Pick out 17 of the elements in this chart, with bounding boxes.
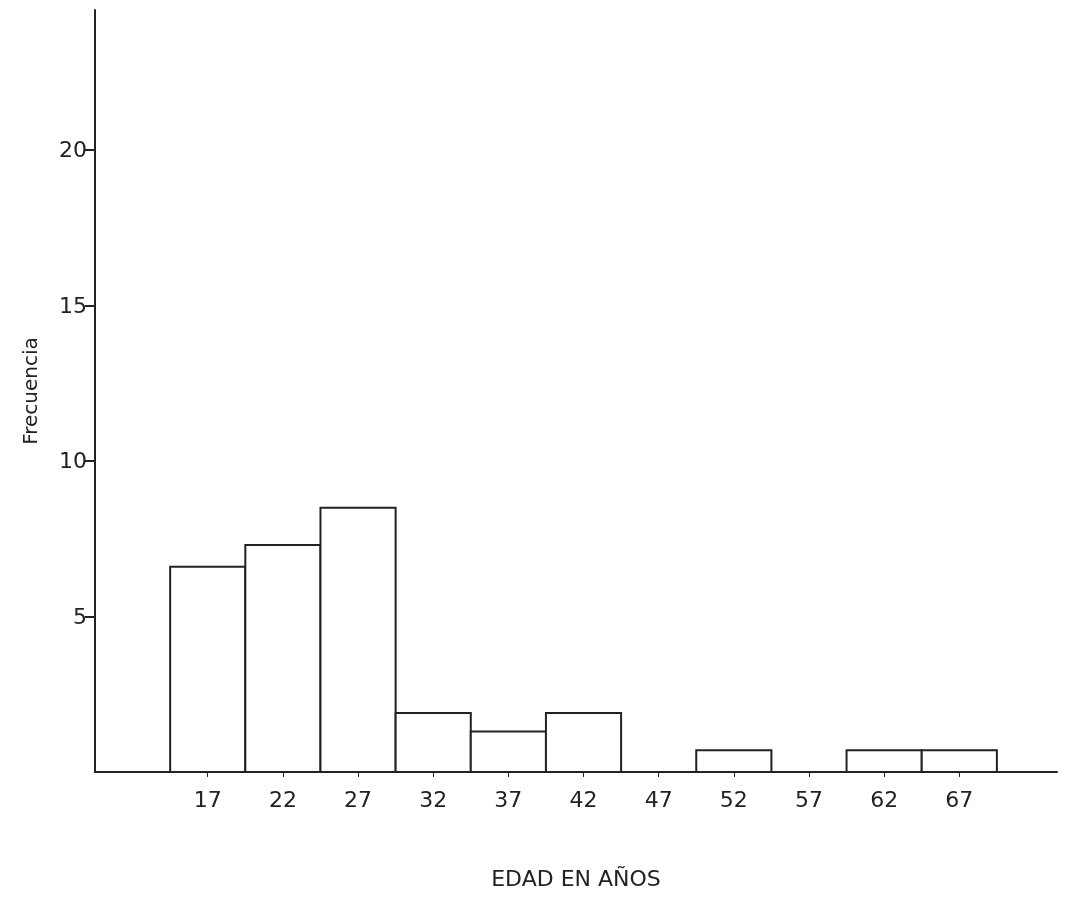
y-tick-label: 15 [59,292,87,318]
x-axis-title: EDAD EN AÑOS [491,864,661,891]
x-tick-label: 32 [419,786,448,812]
x-tick-label: 17 [193,786,222,812]
y-tick-label: 5 [73,603,87,629]
x-tick-label: 42 [569,786,598,812]
x-tick-label: 52 [719,786,748,812]
y-tick-label: 20 [59,137,87,163]
x-tick-label: 67 [945,786,974,812]
x-tick-label: 62 [870,786,899,812]
x-tick-label: 57 [794,786,823,812]
x-tick-label: 22 [268,786,297,812]
x-tick-label: 27 [344,786,373,812]
y-tick-label: 10 [59,448,87,474]
y-axis-title: Frecuencia [18,337,42,445]
x-tick-label: 47 [644,786,673,812]
x-tick-label: 37 [494,786,523,812]
